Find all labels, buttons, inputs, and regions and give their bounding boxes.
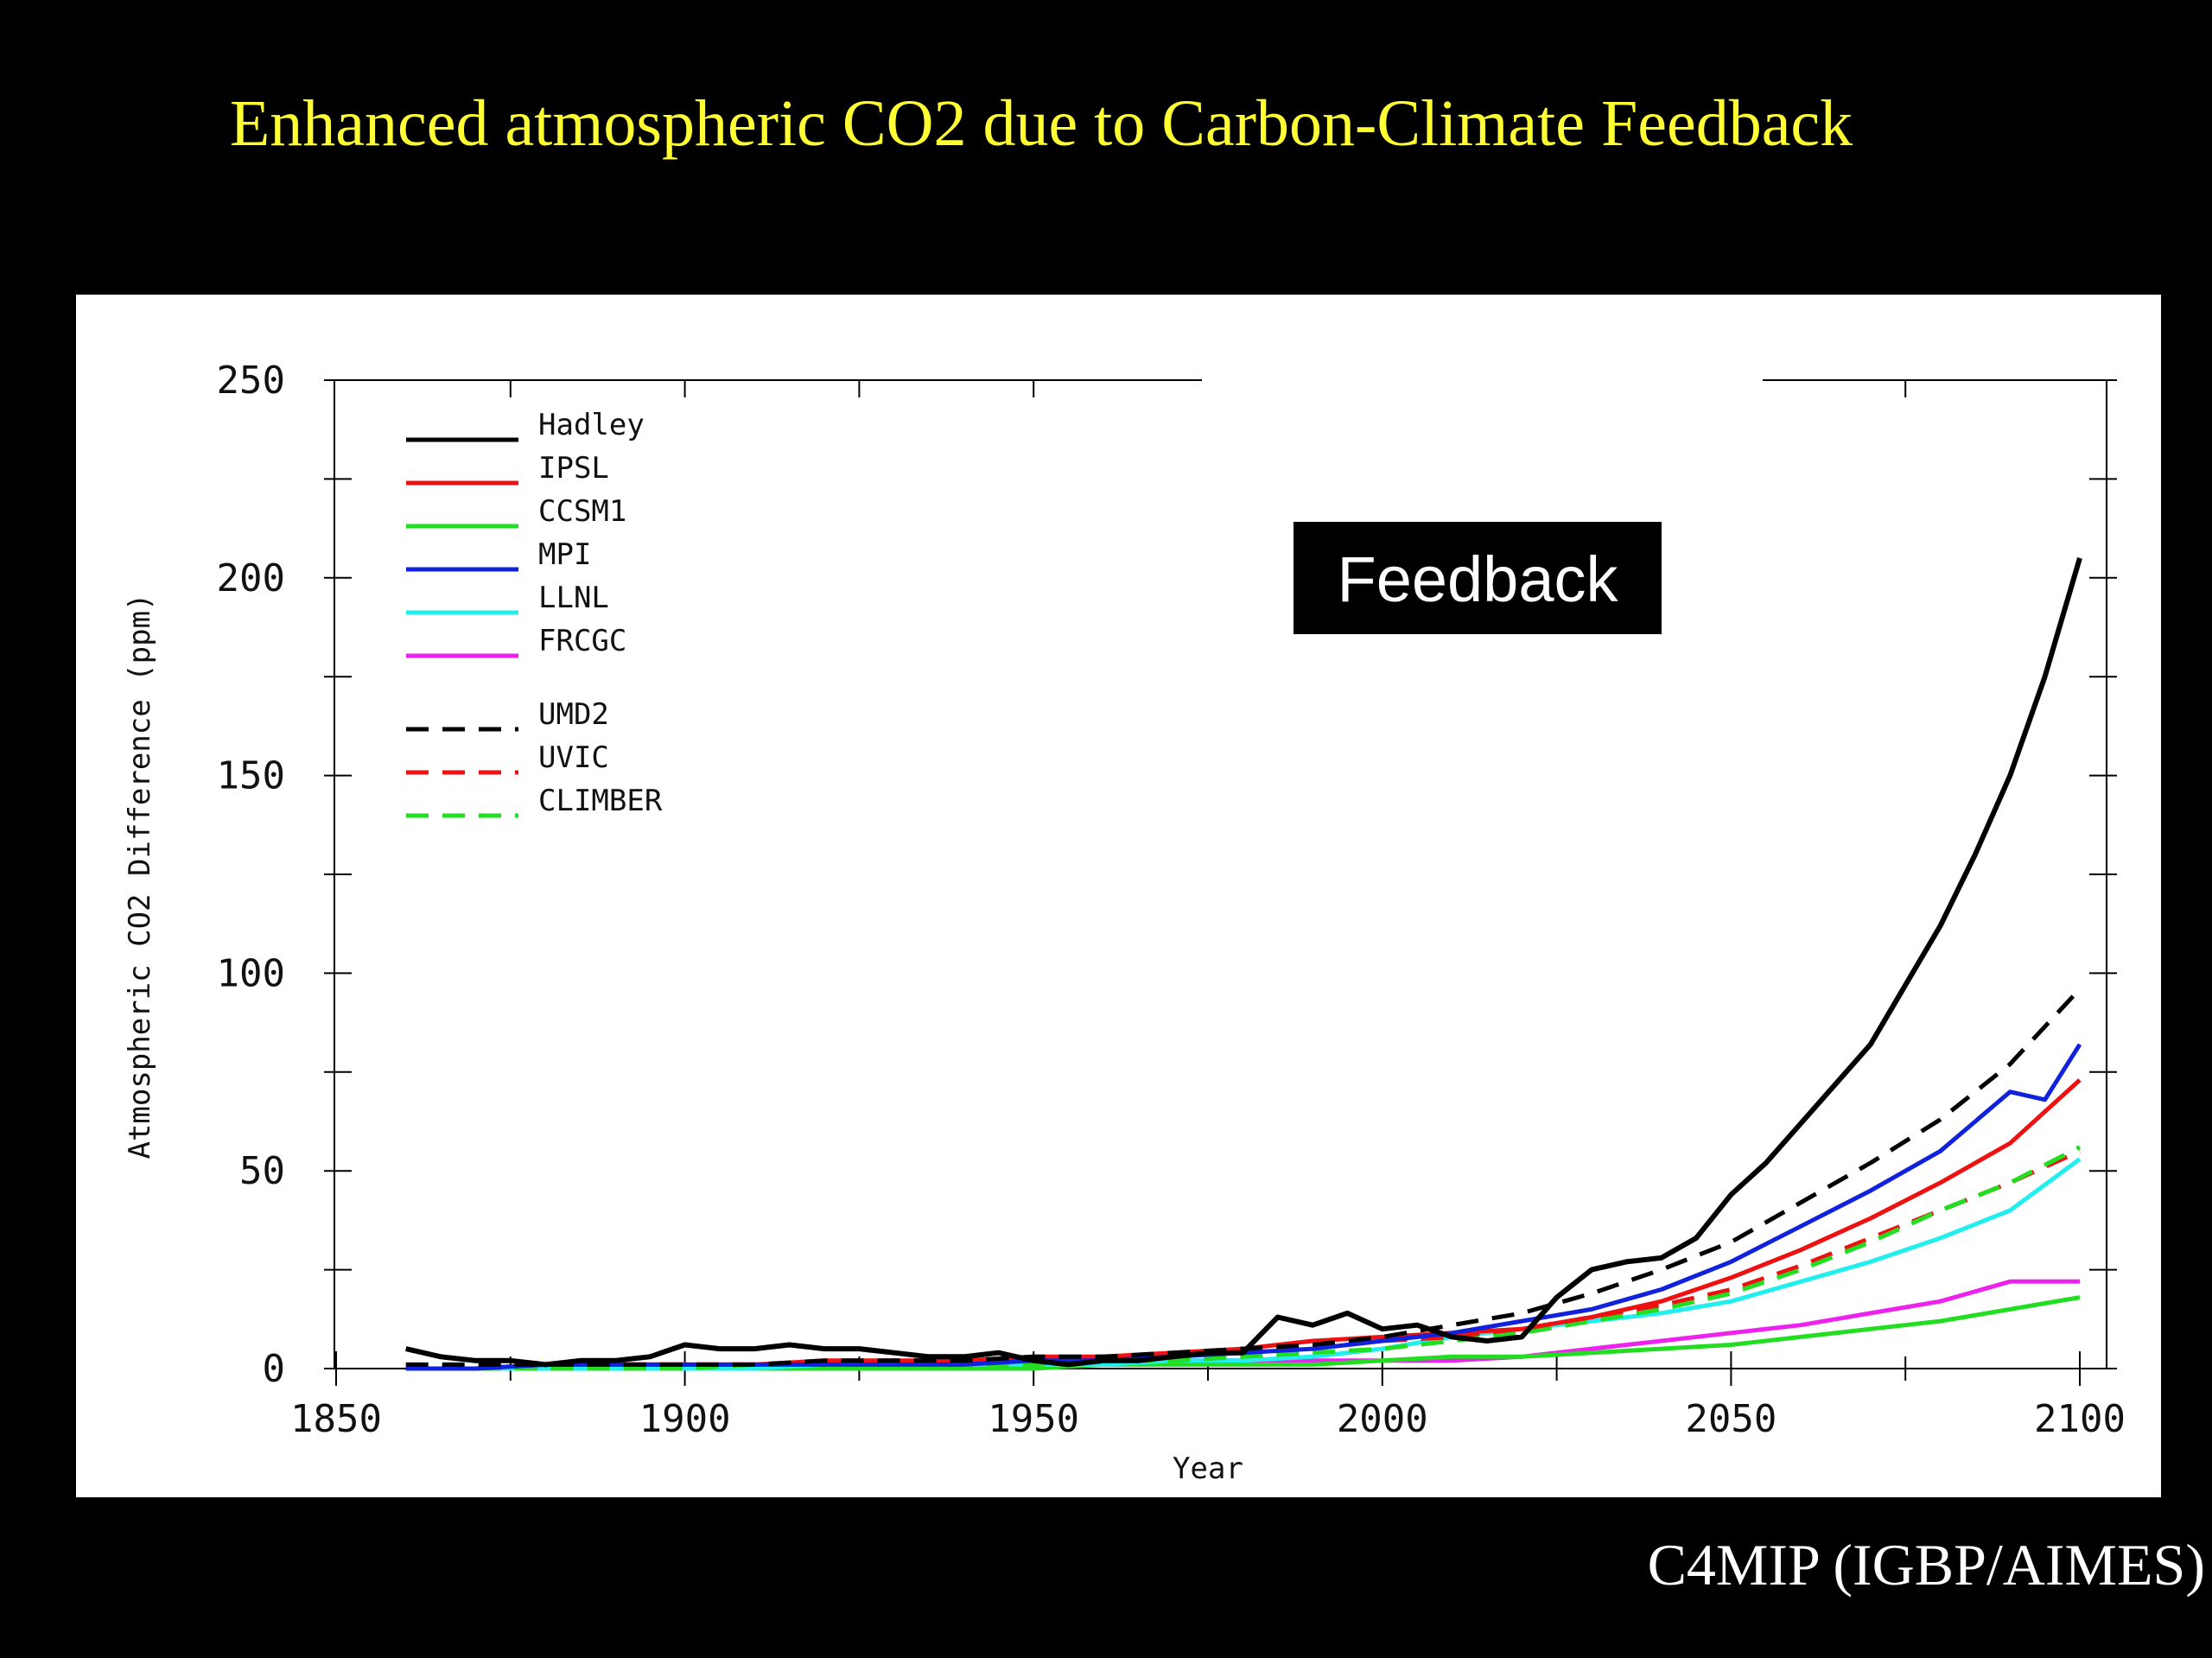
y-tick-label: 0 bbox=[263, 1347, 286, 1391]
x-tick-label: 2100 bbox=[2034, 1397, 2126, 1441]
legend-label-mpi: MPI bbox=[538, 537, 591, 572]
y-tick-label: 100 bbox=[217, 951, 285, 995]
legend-label-llnl: LLNL bbox=[538, 581, 609, 615]
axes-layer: 1850 1900 1950 2000 2050 2100 0 50 100 150 200 250 bbox=[217, 359, 2126, 1441]
legend-label-ccsm1: CCSM1 bbox=[538, 494, 626, 529]
x-tick-label: 1850 bbox=[290, 1397, 382, 1441]
legend-label-ipsl: IPSL bbox=[538, 451, 609, 486]
legend-label-hadley: Hadley bbox=[538, 408, 645, 442]
series-line-llnl bbox=[405, 1157, 2082, 1371]
y-tick-label: 150 bbox=[217, 754, 285, 798]
x-tick-label: 2050 bbox=[1685, 1397, 1777, 1441]
series-line-umd2 bbox=[405, 987, 2082, 1367]
legend: Hadley IPSL CCSM1 MPI LLNL FRCGC UMD2 UVIC CLIMB… bbox=[406, 408, 663, 818]
source-credit: C4MIP (IGBP/AIMES) bbox=[1647, 1532, 2205, 1598]
series-line-hadley bbox=[405, 557, 2082, 1368]
x-axis-label: Year bbox=[1173, 1452, 1243, 1486]
y-tick-label: 250 bbox=[217, 359, 285, 403]
chart-panel: 1850 1900 1950 2000 2050 2100 0 50 100 150 200 250 … bbox=[76, 295, 2161, 1497]
x-tick-label: 1950 bbox=[988, 1397, 1079, 1441]
feedback-annotation-box bbox=[1294, 522, 1662, 634]
x-tick-label: 1900 bbox=[639, 1397, 731, 1441]
y-tick-label: 50 bbox=[239, 1149, 285, 1193]
series-layer bbox=[405, 557, 2082, 1371]
series-line-ipsl bbox=[405, 1078, 2082, 1371]
y-tick-label: 200 bbox=[217, 556, 285, 600]
series-line-climber bbox=[405, 1145, 2082, 1371]
co2-difference-chart: 1850 1900 1950 2000 2050 2100050100150200250 … bbox=[123, 359, 2126, 1486]
slide-title: Enhanced atmospheric CO2 due to Carbon-C… bbox=[229, 87, 1853, 160]
legend-label-uvic: UVIC bbox=[538, 740, 609, 775]
y-axis-label: Atmospheric CO2 Difference (ppm) bbox=[123, 593, 157, 1159]
legend-label-umd2: UMD2 bbox=[538, 697, 609, 732]
feedback-annotation-label: Feedback bbox=[1338, 543, 1619, 615]
legend-label-climber: CLIMBER bbox=[538, 784, 663, 818]
legend-label-frcgc: FRCGC bbox=[538, 624, 626, 658]
x-tick-label: 2000 bbox=[1337, 1397, 1428, 1441]
feedback-annotation: Feedback bbox=[1294, 522, 1662, 634]
